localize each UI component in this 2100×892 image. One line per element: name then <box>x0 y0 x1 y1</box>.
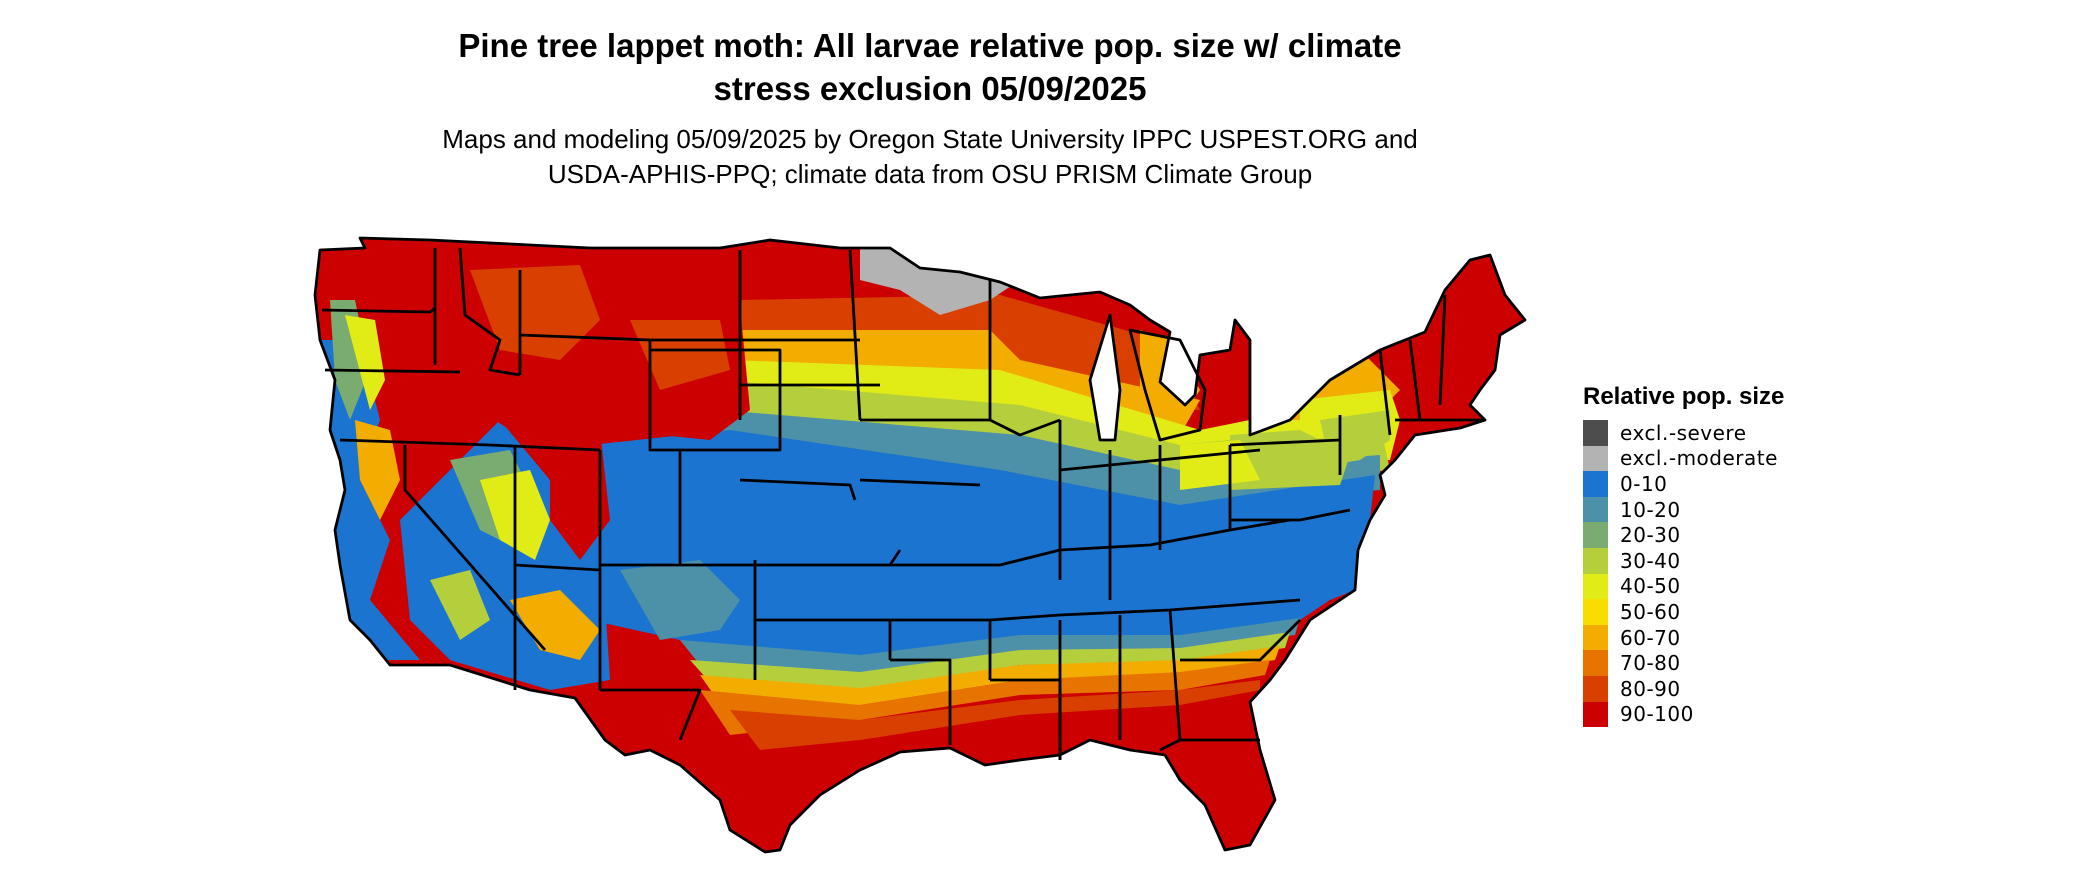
legend-label: excl.-moderate <box>1620 446 1778 471</box>
map-subtitle: Maps and modeling 05/09/2025 by Oregon S… <box>330 122 1530 192</box>
us-map <box>313 236 1527 854</box>
legend-swatch <box>1583 624 1608 651</box>
legend-swatch <box>1583 675 1608 702</box>
legend-item: 80-90 <box>1583 675 1883 702</box>
legend-item: 90-100 <box>1583 701 1883 728</box>
map-title-line-1: Pine tree lappet moth: All larvae relati… <box>458 27 1402 64</box>
legend-label: 60-70 <box>1620 625 1681 650</box>
state-borders <box>313 236 1527 854</box>
legend-label: 40-50 <box>1620 574 1681 599</box>
map-subtitle-line-2: USDA-APHIS-PPQ; climate data from OSU PR… <box>547 159 1313 189</box>
legend-label: 0-10 <box>1620 471 1668 496</box>
legend-item: 30-40 <box>1583 547 1883 574</box>
legend-swatch <box>1583 471 1608 497</box>
legend-item: 20-30 <box>1583 522 1883 548</box>
legend-swatch <box>1583 573 1608 600</box>
legend-item: 60-70 <box>1583 624 1883 651</box>
legend-swatch <box>1583 522 1608 548</box>
legend-item: 40-50 <box>1583 573 1883 600</box>
map-regions <box>315 238 1525 852</box>
legend-item: 70-80 <box>1583 650 1883 676</box>
legend-label: 80-90 <box>1620 676 1681 701</box>
legend-label: 70-80 <box>1620 651 1681 676</box>
legend-items: excl.-severe excl.-moderate 0-10 10-20 20-30… <box>1583 420 1883 728</box>
map-title-line-2: stress exclusion 05/09/2025 <box>713 70 1147 107</box>
legend-label: 90-100 <box>1620 702 1694 727</box>
legend-label: 10-20 <box>1620 497 1681 522</box>
legend-label: 30-40 <box>1620 548 1681 573</box>
legend-swatch <box>1583 445 1608 472</box>
legend-item: 50-60 <box>1583 599 1883 625</box>
legend-item: excl.-severe <box>1583 420 1883 446</box>
legend-item: 10-20 <box>1583 496 1883 523</box>
legend-swatch <box>1583 420 1608 446</box>
legend-title: Relative pop. size <box>1583 383 1785 410</box>
map-area <box>300 220 1550 890</box>
map-subtitle-line-1: Maps and modeling 05/09/2025 by Oregon S… <box>442 124 1418 154</box>
legend-swatch <box>1583 701 1608 728</box>
legend-item: 0-10 <box>1583 471 1883 497</box>
legend: Relative pop. size excl.-severe excl.-mod… <box>1583 382 1883 728</box>
legend-swatch <box>1583 599 1608 625</box>
legend-item: excl.-moderate <box>1583 445 1883 472</box>
legend-label: 20-30 <box>1620 523 1681 548</box>
legend-swatch <box>1583 650 1608 676</box>
legend-swatch <box>1583 496 1608 523</box>
legend-swatch <box>1583 547 1608 574</box>
legend-label: excl.-severe <box>1620 420 1747 445</box>
legend-label: 50-60 <box>1620 599 1681 624</box>
map-title: Pine tree lappet moth: All larvae relati… <box>330 24 1530 110</box>
